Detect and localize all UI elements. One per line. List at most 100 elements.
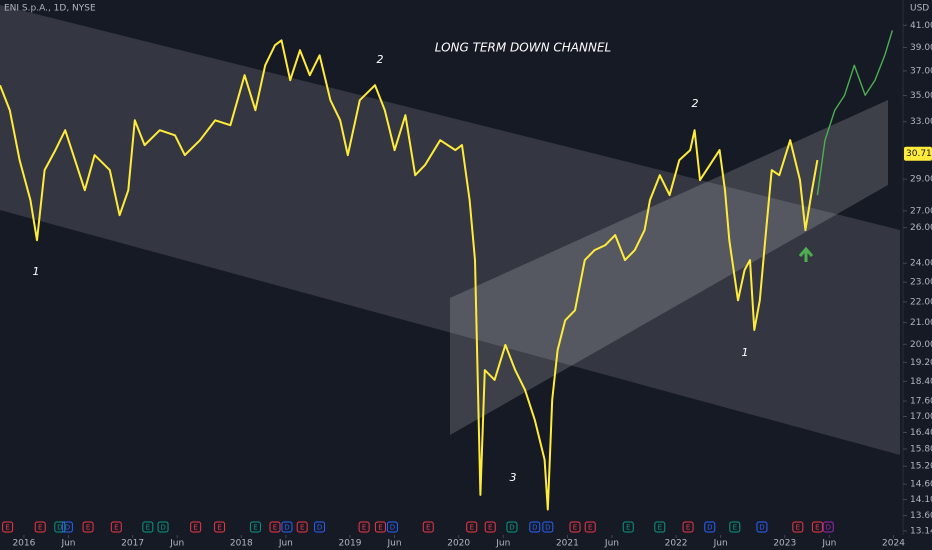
- x-tick-label: 2021: [556, 539, 579, 549]
- x-tick-label: 2018: [230, 539, 253, 549]
- event-marker-label: E: [626, 524, 630, 532]
- event-marker: [110, 521, 122, 533]
- event-marker: [54, 521, 66, 533]
- x-tick-label: 2019: [339, 539, 362, 549]
- x-tick-label: Jun: [387, 539, 402, 549]
- event-marker-label: D: [57, 524, 62, 532]
- wave-label: 1: [33, 265, 40, 278]
- x-tick-label: 2023: [773, 539, 796, 549]
- event-marker-label: E: [86, 524, 90, 532]
- y-tick-label: 16.40: [910, 428, 932, 438]
- wave-label: 3: [510, 471, 517, 484]
- event-marker-label: E: [146, 524, 150, 532]
- y-tick-label: 33.00: [910, 117, 932, 127]
- event-marker-label: D: [160, 524, 165, 532]
- y-tick-label: 24.00: [910, 259, 932, 269]
- event-marker-label: E: [573, 524, 577, 532]
- event-marker: [811, 521, 823, 533]
- event-marker-label: D: [707, 524, 712, 532]
- down-channel: [0, 5, 900, 455]
- y-tick-label: 26.00: [910, 223, 932, 233]
- event-marker: [281, 521, 293, 533]
- y-tick-label: 15.80: [910, 445, 932, 455]
- y-tick-label: 22.00: [910, 297, 932, 307]
- event-marker: [61, 521, 73, 533]
- x-tick-label: 2022: [665, 539, 688, 549]
- event-marker: [584, 521, 596, 533]
- event-marker-label: E: [686, 524, 690, 532]
- event-marker-label: D: [390, 524, 395, 532]
- event-marker-label: E: [815, 524, 819, 532]
- event-marker-label: E: [378, 524, 382, 532]
- event-marker-label: D: [826, 524, 831, 532]
- event-marker-label: D: [545, 524, 550, 532]
- y-tick-label: 27.00: [910, 206, 932, 216]
- event-marker-label: E: [588, 524, 592, 532]
- last-price-label: 30.71: [906, 149, 932, 159]
- event-marker: [466, 521, 478, 533]
- event-marker-label: D: [532, 524, 537, 532]
- y-tick-label: 20.00: [910, 340, 932, 350]
- y-tick-label: 35.00: [910, 91, 932, 101]
- x-tick-label: Jun: [278, 539, 293, 549]
- event-marker: [142, 521, 154, 533]
- price-line: [816, 30, 894, 196]
- event-marker-label: E: [426, 524, 430, 532]
- event-marker: [729, 521, 741, 533]
- up-channel: [450, 100, 888, 435]
- event-marker-label: E: [273, 524, 277, 532]
- event-marker-label: D: [317, 524, 322, 532]
- event-marker-label: E: [796, 524, 800, 532]
- event-marker-label: E: [253, 524, 257, 532]
- event-marker: [422, 521, 434, 533]
- x-tick-label: 2020: [447, 539, 470, 549]
- y-tick-label: 14.60: [910, 480, 932, 490]
- x-tick-label: 2016: [12, 539, 35, 549]
- event-marker-label: E: [193, 524, 197, 532]
- y-tick-label: 18.40: [910, 377, 932, 387]
- event-marker: [682, 521, 694, 533]
- wave-label: 2: [377, 53, 384, 66]
- event-marker: [506, 521, 518, 533]
- annotation: LONG TERM DOWN CHANNEL: [435, 41, 611, 55]
- event-marker: [792, 521, 804, 533]
- last-price-tag: [904, 146, 932, 161]
- event-marker: [386, 521, 398, 533]
- event-marker: [157, 521, 169, 533]
- event-marker: [2, 521, 14, 533]
- event-marker: [249, 521, 261, 533]
- event-marker: [569, 521, 581, 533]
- event-marker: [374, 521, 386, 533]
- event-marker: [822, 521, 834, 533]
- x-tick-label: 2024: [882, 539, 905, 549]
- event-marker-label: E: [733, 524, 737, 532]
- event-marker-label: E: [114, 524, 118, 532]
- y-tick-label: 13.60: [910, 511, 932, 521]
- event-marker-label: D: [759, 524, 764, 532]
- y-tick-label: 15.20: [910, 462, 932, 472]
- up-arrow: [798, 246, 814, 262]
- event-marker: [314, 521, 326, 533]
- y-tick-label: 14.10: [910, 495, 932, 505]
- event-marker-label: E: [658, 524, 662, 532]
- price-line: [0, 39, 819, 511]
- event-marker-label: E: [217, 524, 221, 532]
- y-tick-label: 19.20: [910, 358, 932, 368]
- wave-label: 1: [742, 346, 749, 359]
- event-marker: [654, 521, 666, 533]
- x-tick-label: Jun: [821, 539, 836, 549]
- x-tick-label: 2017: [121, 539, 144, 549]
- event-marker: [542, 521, 554, 533]
- x-tick-label: Jun: [604, 539, 619, 549]
- event-marker-label: D: [65, 524, 70, 532]
- y-tick-label: 21.00: [910, 318, 932, 328]
- event-marker: [358, 521, 370, 533]
- y-tick-label: 13.14: [910, 526, 932, 536]
- wave-label: 2: [692, 97, 699, 110]
- event-marker-label: E: [470, 524, 474, 532]
- event-marker: [484, 521, 496, 533]
- y-tick-label: 23.00: [910, 278, 932, 288]
- y-tick-label: 17.60: [910, 397, 932, 407]
- y-tick-label: 17.00: [910, 412, 932, 422]
